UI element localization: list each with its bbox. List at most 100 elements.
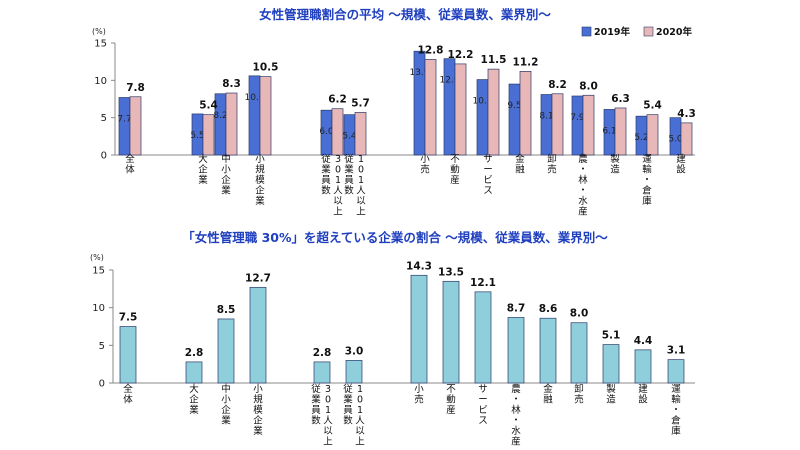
chart-title: 女性管理職割合の平均 ～規模、従業員数、業界別～	[259, 7, 551, 22]
bar-a	[634, 349, 652, 384]
bar-value-label: 14.3	[406, 260, 432, 272]
bar-value-label-2020: 5.7	[351, 97, 370, 109]
category-label-char: 上	[356, 207, 366, 218]
category-label-char: ・	[671, 405, 681, 416]
bar-value-label-2019: 7.7	[117, 115, 131, 125]
category-label: 全体	[123, 383, 133, 406]
category-label: 従業員数	[343, 383, 353, 427]
category-label-char: 全	[125, 153, 135, 165]
category-label-char: ・	[578, 186, 588, 197]
category-label-char: 従	[343, 383, 353, 395]
category-label-char: 規	[255, 165, 265, 176]
category-label-char: 林	[511, 404, 521, 416]
category-label-char: 3	[325, 384, 331, 395]
bar-b	[129, 96, 142, 156]
category-label: 従業員数	[344, 153, 354, 197]
category-label: 小売	[414, 384, 424, 406]
category-label-char: ス	[483, 186, 493, 197]
y-tick-label: 0	[99, 379, 105, 390]
bar-b	[202, 114, 215, 156]
bar-b	[259, 76, 272, 156]
category-label-char: 売	[414, 394, 424, 406]
category-label-char: 企	[221, 404, 231, 416]
category-label: 建設	[638, 383, 648, 406]
category-label: 不動産	[446, 384, 456, 416]
category-label-char: 人	[355, 416, 365, 427]
y-tick-label: 5	[101, 113, 107, 124]
y-tick-label: 5	[99, 341, 105, 352]
bar-value-label: 3.0	[345, 345, 364, 357]
bar-value-label-2020: 5.4	[643, 100, 662, 112]
category-label: 金融	[515, 153, 525, 176]
legend: 2019年 2020年	[581, 26, 692, 38]
category-label-char: サ	[483, 154, 493, 165]
category-label: 従業員数	[321, 153, 331, 197]
bar-value-label-2019: 5.2	[634, 133, 648, 143]
category-label-char: 農	[578, 153, 588, 165]
category-label-char: 業	[198, 174, 208, 186]
category-label-char: 企	[198, 164, 208, 176]
category-label-char: 中	[221, 383, 231, 395]
category-label-char: 産	[578, 206, 588, 218]
category-label-char: 建	[676, 153, 686, 165]
bar-value-label-2019: 10.1	[472, 97, 492, 107]
y-tick-label: 15	[94, 39, 107, 50]
category-label-char: 金	[543, 383, 553, 395]
category-label-char: 中	[221, 153, 231, 165]
category-label: 農・林・水産	[511, 383, 521, 448]
category-label: 金融	[543, 383, 553, 406]
category-label: 運輸・倉庫	[642, 154, 652, 207]
bar-value-label-2020: 6.2	[328, 94, 347, 106]
category-label-char: ・	[511, 395, 521, 406]
category-label-char: ー	[478, 395, 488, 406]
category-label-char: 設	[638, 394, 648, 406]
category-label-char: 設	[676, 164, 686, 176]
bar-value-label: 3.1	[667, 345, 686, 357]
category-label-char: 小	[221, 395, 231, 406]
category-label-char: 動	[450, 165, 460, 176]
category-label-char: 水	[511, 425, 521, 437]
chart-2: 「女性管理職 30%」を超えている企業の割合 ～規模、従業員数、業界別～ (%) 0…	[90, 230, 695, 448]
category-label-char: 庫	[671, 425, 681, 437]
bar-b	[225, 92, 238, 156]
category-label: 建設	[676, 153, 686, 176]
category-label-char: 小	[221, 165, 231, 176]
bar-a	[413, 50, 426, 156]
category-label-char: 1	[357, 405, 363, 416]
y-tick-label: 0	[101, 151, 107, 162]
category-label-char: 庫	[642, 195, 652, 207]
category-label-char: 上	[355, 437, 365, 448]
category-label: 大企業	[189, 383, 199, 416]
bar-value-label: 7.5	[119, 312, 138, 324]
category-label-char: 売	[420, 164, 430, 176]
category-label-char: 金	[515, 153, 525, 165]
chart-title: 「女性管理職 30%」を超えている企業の割合 ～規模、従業員数、業界別～	[182, 230, 608, 245]
category-label-char: 0	[325, 395, 331, 406]
bar-value-label-2020: 4.3	[677, 108, 696, 120]
bar-a	[442, 280, 460, 384]
bar-value-label: 8.7	[507, 302, 526, 314]
bar-a	[249, 286, 267, 384]
category-label-char: サ	[478, 384, 488, 395]
category-label-char: 規	[253, 395, 263, 406]
category-label-char: ・	[578, 165, 588, 176]
bar-value-label-2019: 9.5	[507, 101, 521, 111]
bar-a	[474, 291, 492, 384]
bar-value-label-2019: 5.0	[668, 135, 683, 145]
bar-b	[454, 63, 467, 156]
bar-value-label: 13.5	[438, 266, 464, 278]
category-label-char: 動	[446, 395, 456, 406]
category-label-char: 人	[333, 186, 343, 197]
bar-b	[354, 112, 367, 156]
category-label-char: 0	[335, 165, 341, 176]
bar-value-label: 8.6	[539, 303, 558, 315]
bar-value-label-2020: 8.3	[222, 78, 241, 90]
category-label-char: 業	[344, 164, 354, 176]
